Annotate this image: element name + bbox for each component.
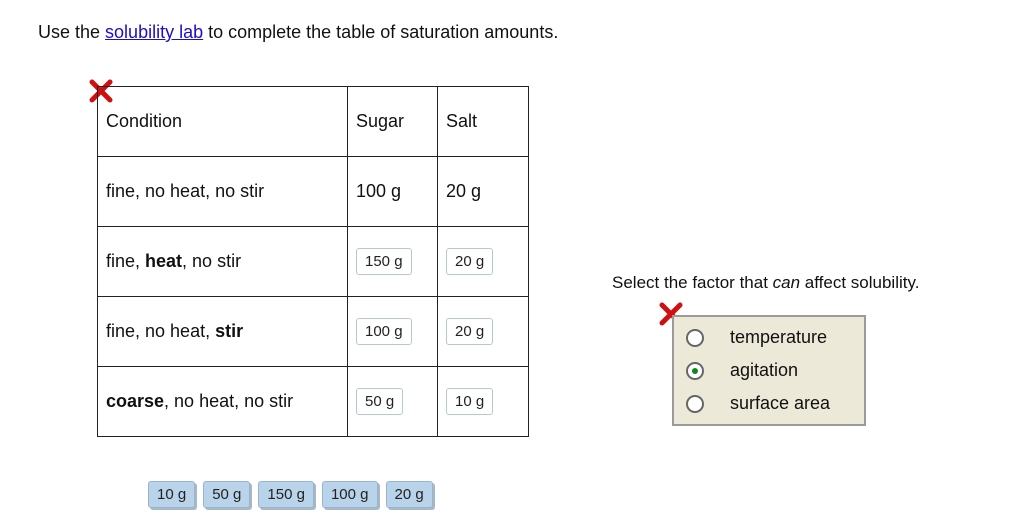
row: fine, no heat, no stir 100 g 20 g <box>97 156 529 227</box>
sugar-cell: 150 g <box>347 226 438 297</box>
sugar-cell: 50 g <box>347 366 438 437</box>
saturation-table: Condition Sugar Salt fine, no heat, no s… <box>97 86 529 437</box>
condition-cell: fine, no heat, no stir <box>97 156 348 227</box>
header-row: Condition Sugar Salt <box>97 86 529 157</box>
condition-text: fine, no heat, no stir <box>106 181 265 201</box>
option[interactable]: surface area <box>686 393 830 414</box>
placed-tile[interactable]: 150 g <box>356 248 412 275</box>
condition-cell: coarse, no heat, no stir <box>97 366 348 437</box>
answer-tile[interactable]: 50 g <box>203 481 251 508</box>
salt-cell: 20 g <box>437 296 529 367</box>
question: Select the factor that can affect solubi… <box>612 273 919 293</box>
answer-tile[interactable]: 100 g <box>321 481 378 508</box>
options-box: temperature agitation surface area <box>672 315 866 426</box>
option[interactable]: temperature <box>686 327 827 348</box>
option-label: surface area <box>730 393 831 413</box>
condition-text: , no stir <box>182 251 242 271</box>
condition-cell: fine, no heat, stir <box>97 296 348 367</box>
condition-emphasis: stir <box>215 321 244 341</box>
placed-tile[interactable]: 20 g <box>446 318 494 345</box>
instruction-text: to complete the table of saturation amou… <box>203 22 559 42</box>
radio[interactable] <box>686 328 704 347</box>
placed-tile[interactable]: 20 g <box>446 248 494 275</box>
condition-text: fine, no heat, <box>106 321 216 341</box>
condition-text: fine, <box>106 251 146 271</box>
condition-cell: fine, heat, no stir <box>97 226 348 297</box>
tile-bank: 10 g 50 g 150 g 100 g 20 g <box>148 481 441 508</box>
radio[interactable] <box>686 394 704 413</box>
row: fine, no heat, stir 100 g 20 g <box>97 296 529 367</box>
header-cell: Condition <box>97 86 348 157</box>
header-cell: Salt <box>437 86 529 157</box>
question-text: Select the factor that <box>612 273 773 292</box>
placed-tile[interactable]: 10 g <box>446 388 494 415</box>
answer-tile[interactable]: 10 g <box>148 481 196 508</box>
header-cell: Sugar <box>347 86 438 157</box>
salt-cell: 20 g <box>437 156 529 227</box>
option-label: temperature <box>730 327 828 347</box>
instruction: Use the solubility lab to complete the t… <box>38 22 558 43</box>
condition-emphasis: coarse <box>106 391 165 411</box>
condition-text: , no heat, no stir <box>164 391 294 411</box>
question-text: affect solubility. <box>800 273 920 292</box>
sugar-cell: 100 g <box>347 296 438 367</box>
option[interactable]: agitation <box>686 360 798 381</box>
lab-link[interactable]: solubility lab <box>105 22 204 42</box>
radio-selected[interactable] <box>686 361 704 380</box>
option-label: agitation <box>730 360 799 380</box>
answer-tile[interactable]: 150 g <box>258 481 314 508</box>
question-emphasis: can <box>772 273 801 292</box>
placed-tile[interactable]: 100 g <box>356 318 412 345</box>
radio-dot <box>692 367 698 374</box>
placed-tile[interactable]: 50 g <box>356 388 404 415</box>
salt-cell: 10 g <box>437 366 529 437</box>
sugar-cell: 100 g <box>347 156 438 227</box>
condition-emphasis: heat <box>145 251 183 271</box>
instruction-text: Use the <box>38 22 106 42</box>
row: fine, heat, no stir 150 g 20 g <box>97 226 529 297</box>
salt-cell: 20 g <box>437 226 529 297</box>
row: coarse, no heat, no stir 50 g 10 g <box>97 366 529 437</box>
answer-tile[interactable]: 20 g <box>385 481 433 508</box>
